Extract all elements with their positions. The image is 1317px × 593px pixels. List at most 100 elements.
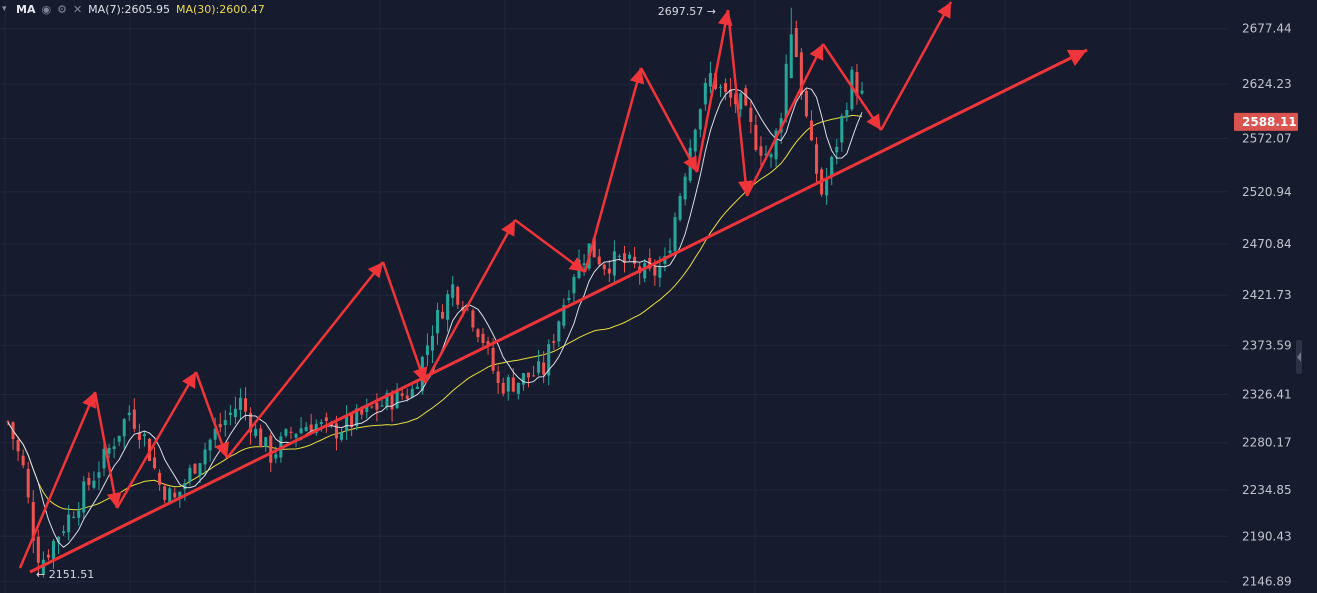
chevron-down-icon[interactable]: ▾ <box>2 4 7 14</box>
zigzag-arrow <box>381 261 428 384</box>
candle-body <box>62 531 66 533</box>
zigzag-arrow <box>514 218 586 274</box>
candle <box>607 259 611 283</box>
candle-body <box>163 486 167 500</box>
candle-body <box>122 419 126 437</box>
candle-body <box>764 153 768 156</box>
close-icon[interactable]: ✕ <box>72 2 83 16</box>
candle <box>638 262 642 285</box>
candle <box>809 110 813 142</box>
candle <box>26 461 30 504</box>
eye-icon[interactable]: ◉ <box>41 2 52 16</box>
gear-icon[interactable]: ⚙ <box>57 2 67 16</box>
candle <box>678 192 682 222</box>
zigzag-arrow <box>695 9 733 173</box>
candle <box>365 398 369 419</box>
candle-body <box>481 333 485 344</box>
candle <box>643 259 647 283</box>
candle-body <box>734 93 738 105</box>
candle-body <box>410 388 414 398</box>
candle-body <box>830 156 834 176</box>
candle <box>46 549 50 561</box>
candle-body <box>628 254 632 259</box>
candle <box>729 78 733 107</box>
zigzag-arrow <box>194 371 229 459</box>
candle-body <box>754 124 758 150</box>
candle-body <box>658 266 662 278</box>
candle-body <box>441 311 445 319</box>
candle-body <box>102 448 106 469</box>
zigzag-arrow <box>639 67 699 173</box>
candle <box>345 405 349 441</box>
candle-body <box>137 432 141 440</box>
candle <box>516 382 520 400</box>
candle <box>137 423 141 449</box>
candle-body <box>16 439 20 452</box>
candle-body <box>476 329 480 338</box>
candle <box>259 424 263 448</box>
candle-body <box>243 398 248 412</box>
candle <box>562 298 566 329</box>
candle <box>840 113 844 152</box>
candle-body <box>390 394 394 410</box>
candle-body <box>6 421 10 423</box>
candle-body <box>284 429 288 436</box>
candle-body <box>223 420 227 426</box>
candle-body <box>592 238 596 258</box>
candle-body <box>269 435 273 463</box>
candle-body <box>193 463 197 474</box>
annotation-arrows <box>18 1 1088 574</box>
candle <box>163 483 167 504</box>
y-tick-label: 2326.41 <box>1242 388 1292 402</box>
candle <box>471 308 475 332</box>
candle-body <box>188 467 192 482</box>
candle-body <box>57 536 61 543</box>
candle-body <box>789 34 793 79</box>
candle-body <box>557 321 561 342</box>
candle <box>410 382 414 399</box>
candle-body <box>92 480 96 488</box>
candle-body <box>218 423 222 428</box>
candle-body <box>678 196 682 220</box>
candle-body <box>67 514 71 533</box>
candle <box>112 437 116 459</box>
candle-body <box>794 27 798 58</box>
candle-body <box>299 428 303 434</box>
candle-body <box>233 408 237 418</box>
candle <box>72 511 76 519</box>
candle-body <box>309 424 313 431</box>
indicator-name[interactable]: MA <box>16 2 36 16</box>
zigzag-arrow <box>423 219 517 384</box>
candle-body <box>845 109 849 118</box>
axis-scroll-handle[interactable] <box>1296 340 1302 374</box>
candle-body <box>132 409 136 429</box>
candle-body <box>339 432 344 440</box>
candle-body <box>334 423 338 439</box>
candle <box>153 446 157 470</box>
candle <box>62 525 66 536</box>
candle <box>451 275 455 307</box>
candle <box>11 421 15 451</box>
candle <box>127 405 131 422</box>
y-tick-label: 2280.17 <box>1242 436 1292 450</box>
candle-body <box>365 405 369 413</box>
candle-body <box>739 93 743 110</box>
candle-body <box>51 540 55 560</box>
candle <box>117 435 121 447</box>
candle-body <box>375 402 379 410</box>
candle <box>51 538 55 569</box>
candle <box>537 349 541 376</box>
candle-body <box>153 457 157 469</box>
candle <box>339 428 344 442</box>
candle-body <box>289 431 293 433</box>
candle-body <box>31 502 35 542</box>
candle <box>228 404 232 426</box>
price-axis[interactable]: 2677.44 2624.23 2572.07 2520.94 2470.84 2421.… <box>1242 22 1292 589</box>
candle-body <box>653 266 657 276</box>
zigzag-arrow <box>879 1 953 131</box>
candle <box>845 102 849 122</box>
candle <box>547 339 551 386</box>
candle-body <box>784 63 788 118</box>
candle-body <box>471 310 475 328</box>
